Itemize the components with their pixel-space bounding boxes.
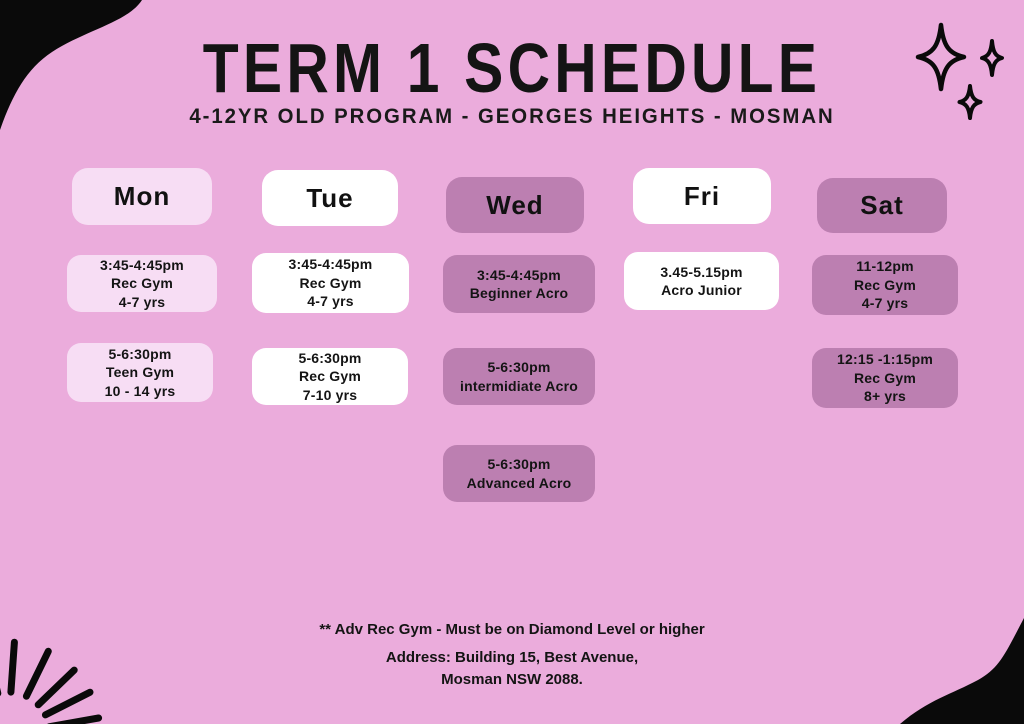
session-time: 5-6:30pm: [487, 359, 551, 375]
session-ages: 4-7 yrs: [307, 293, 354, 310]
session-program: Rec Gym: [853, 369, 917, 386]
session-program: Acro Junior: [661, 282, 742, 298]
session-program: Rec Gym: [110, 275, 174, 292]
footnote: ** Adv Rec Gym - Must be on Diamond Leve…: [319, 621, 705, 638]
schedule-card-wed-2: 5-6:30pm intermidiate Acro: [443, 348, 595, 405]
day-label: Fri: [683, 180, 721, 211]
session-program: Rec Gym: [853, 276, 917, 293]
schedule-card-sat-1: 11-12pm Rec Gym 4-7 yrs: [812, 255, 958, 315]
session-program: Advanced Acro: [466, 474, 572, 491]
session-time: 3:45-4:45pm: [477, 266, 561, 283]
day-label: Wed: [486, 189, 544, 220]
schedule-card-tue-1: 3:45-4:45pm Rec Gym 4-7 yrs: [252, 253, 409, 313]
schedule-card-wed-1: 3:45-4:45pm Beginner Acro: [443, 255, 595, 313]
day-label: Tue: [306, 182, 354, 213]
session-program: Rec Gym: [298, 368, 362, 385]
session-program: intermidiate Acro: [459, 377, 579, 394]
session-time: 5-6:30pm: [108, 345, 172, 362]
session-time: 3.45-5.15pm: [660, 263, 743, 280]
day-header-sat: Sat: [817, 178, 947, 233]
day-header-fri: Fri: [633, 168, 771, 224]
session-time: 12:15 -1:15pm: [837, 351, 933, 368]
schedule-card-tue-2: 5-6:30pm Rec Gym 7-10 yrs: [252, 348, 408, 405]
schedule-card-sat-2: 12:15 -1:15pm Rec Gym 8+ yrs: [812, 348, 958, 408]
session-ages: 4-7 yrs: [861, 295, 909, 312]
day-header-tue: Tue: [262, 170, 398, 226]
session-time: 5-6:30pm: [298, 349, 362, 366]
session-time: 5-6:30pm: [487, 456, 551, 472]
session-time: 3:45-4:45pm: [288, 256, 373, 273]
day-label: Mon: [113, 181, 171, 211]
session-program: Teen Gym: [105, 364, 175, 381]
page-subtitle: 4-12YR OLD PROGRAM - GEORGES HEIGHTS - M…: [189, 105, 835, 128]
session-program: Rec Gym: [299, 274, 362, 291]
session-time: 3:45-4:45pm: [100, 256, 184, 273]
address-line-1: Address: Building 15, Best Avenue,: [385, 649, 639, 666]
session-ages: 7-10 yrs: [302, 386, 358, 403]
schedule-card-fri-1: 3.45-5.15pm Acro Junior: [624, 252, 779, 310]
day-header-wed: Wed: [446, 177, 584, 233]
session-time: 11-12pm: [856, 258, 914, 275]
page-title: TERM 1 SCHEDULE: [202, 29, 822, 107]
day-header-mon: Mon: [72, 168, 212, 225]
session-ages: 10 - 14 yrs: [104, 382, 176, 399]
schedule-card-mon-2: 5-6:30pm Teen Gym 10 - 14 yrs: [67, 343, 213, 402]
day-label: Sat: [860, 190, 904, 220]
schedule-card-wed-3: 5-6:30pm Advanced Acro: [443, 445, 595, 502]
session-ages: 8+ yrs: [863, 388, 907, 405]
session-ages: 4-7 yrs: [118, 293, 166, 310]
schedule-card-mon-1: 3:45-4:45pm Rec Gym 4-7 yrs: [67, 255, 217, 312]
address-line-2: Mosman NSW 2088.: [441, 671, 583, 688]
session-program: Beginner Acro: [469, 285, 569, 301]
